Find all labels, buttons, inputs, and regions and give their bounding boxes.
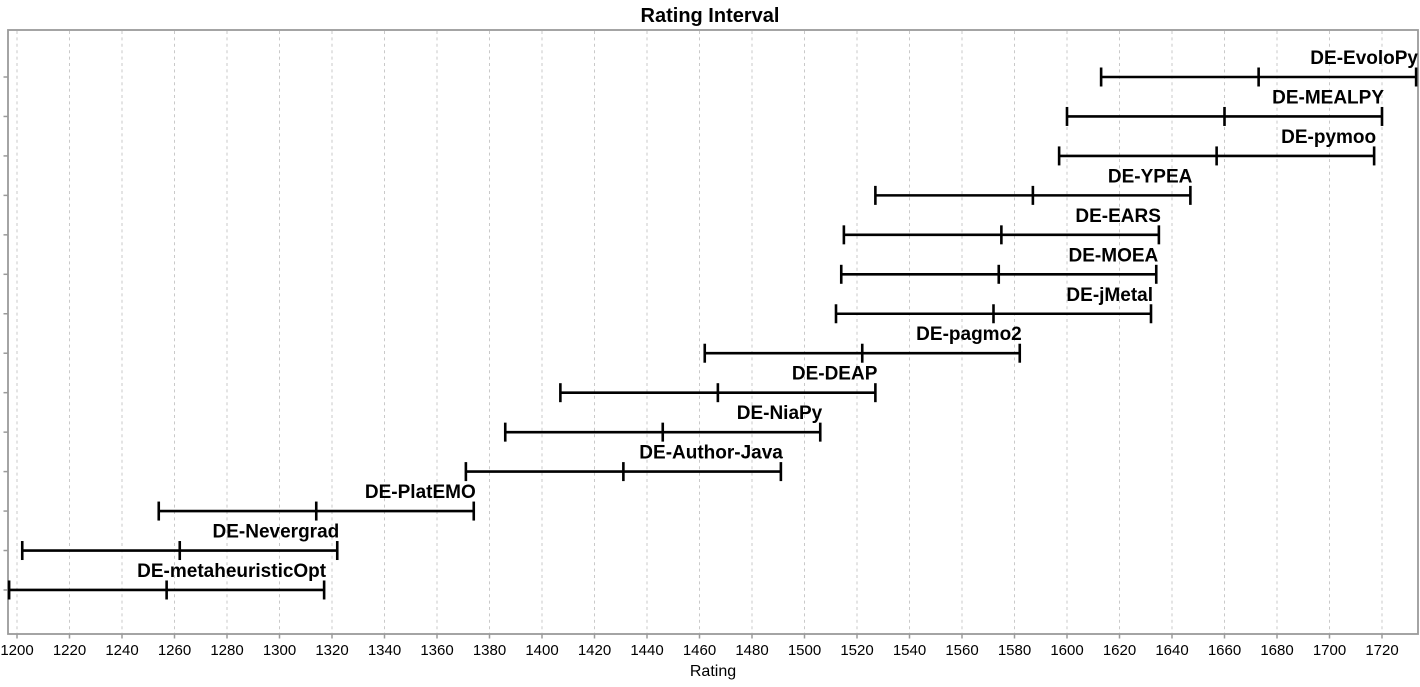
series-label: DE-PlatEMO (365, 482, 476, 503)
series-label: DE-Author-Java (639, 443, 783, 464)
axis-ticks-group (3, 76, 1383, 639)
series-label: DE-MEALPY (1272, 87, 1384, 108)
x-tick-label: 1680 (1260, 642, 1293, 659)
x-tick-label: 1560 (945, 642, 978, 659)
x-tick-label: 1620 (1103, 642, 1136, 659)
x-tick-label: 1280 (210, 642, 243, 659)
interval-row: DE-DEAP (559, 364, 878, 403)
x-tick-label: 1360 (420, 642, 453, 659)
x-tick-label: 1540 (893, 642, 926, 659)
x-tick-label: 1700 (1313, 642, 1346, 659)
x-tick-label: 1300 (263, 642, 296, 659)
x-tick-label: 1640 (1155, 642, 1188, 659)
interval-row: DE-PlatEMO (157, 482, 476, 521)
interval-row: DE-pagmo2 (703, 324, 1022, 363)
interval-row: DE-Author-Java (464, 443, 783, 482)
x-tick-label: 1260 (158, 642, 191, 659)
x-axis-label: Rating (690, 663, 736, 680)
x-tick-label: 1380 (473, 642, 506, 659)
x-tick-label: 1580 (998, 642, 1031, 659)
interval-row: DE-Nevergrad (20, 522, 340, 561)
interval-row: DE-EvoloPy (1099, 48, 1418, 87)
series-label: DE-pagmo2 (916, 324, 1022, 345)
series-label: DE-jMetal (1066, 285, 1153, 306)
x-tick-label: 1460 (683, 642, 716, 659)
series-label: DE-metaheuristicOpt (137, 561, 327, 582)
series-label: DE-pymoo (1281, 127, 1376, 148)
interval-row: DE-jMetal (834, 285, 1153, 324)
interval-row: DE-pymoo (1057, 127, 1376, 166)
interval-row: DE-MOEA (839, 245, 1159, 284)
series-label: DE-DEAP (792, 364, 878, 385)
series-label: DE-MOEA (1069, 245, 1159, 266)
series-label: DE-YPEA (1108, 166, 1193, 187)
interval-row: DE-NiaPy (503, 403, 823, 442)
interval-row: DE-metaheuristicOpt (7, 561, 327, 600)
series-group: DE-EvoloPy DE-MEALPY DE-pymoo DE-YPEA DE-EAR… (7, 48, 1418, 600)
x-tick-labels-group: 1200 1220 1240 1260 1280 1300 1320 1340 1360 1380… (0, 642, 1398, 659)
x-tick-label: 1660 (1208, 642, 1241, 659)
x-tick-label: 1420 (578, 642, 611, 659)
x-tick-label: 1320 (315, 642, 348, 659)
series-label: DE-NiaPy (737, 403, 823, 424)
x-tick-label: 1600 (1050, 642, 1083, 659)
plot-border (7, 29, 1419, 635)
x-tick-label: 1440 (630, 642, 663, 659)
series-label: DE-Nevergrad (213, 522, 340, 543)
x-tick-label: 1400 (525, 642, 558, 659)
interval-row: DE-MEALPY (1065, 87, 1384, 126)
x-tick-label: 1220 (53, 642, 86, 659)
x-tick-label: 1500 (788, 642, 821, 659)
x-tick-label: 1520 (840, 642, 873, 659)
x-tick-label: 1720 (1365, 642, 1398, 659)
chart-title: Rating Interval (641, 5, 780, 27)
x-tick-label: 1200 (0, 642, 33, 659)
interval-row: DE-EARS (842, 206, 1161, 245)
interval-row: DE-YPEA (874, 166, 1193, 205)
x-tick-label: 1340 (368, 642, 401, 659)
x-tick-label: 1480 (735, 642, 768, 659)
gridlines-group (16, 31, 1383, 633)
series-label: DE-EARS (1075, 206, 1161, 227)
x-tick-label: 1240 (105, 642, 138, 659)
series-label: DE-EvoloPy (1310, 48, 1418, 69)
